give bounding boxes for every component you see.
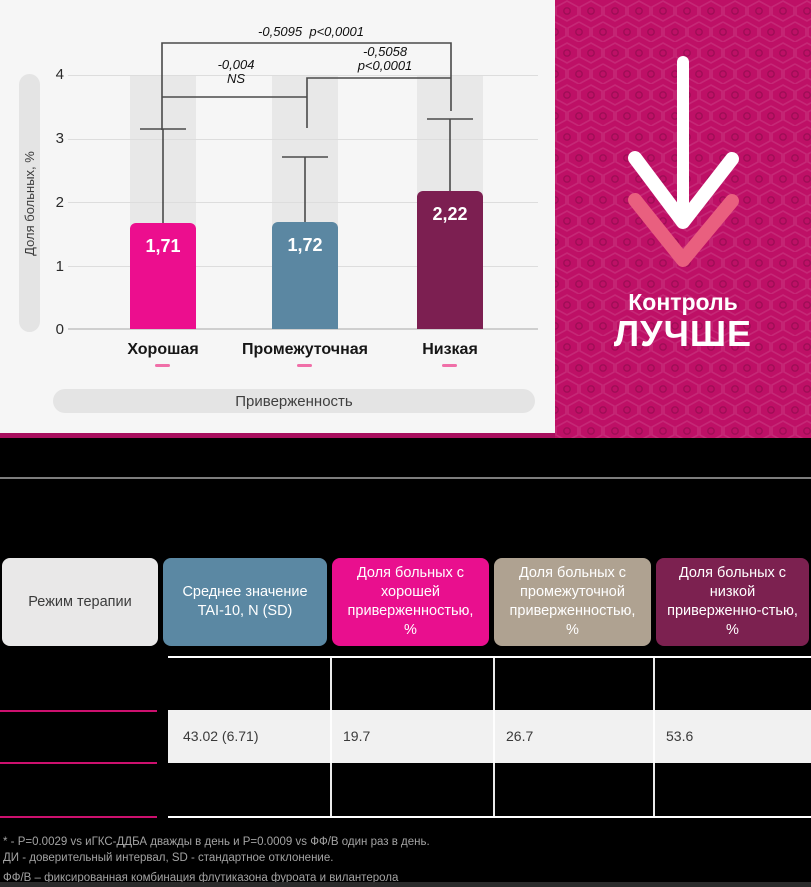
category-underline: [297, 364, 312, 367]
table-column-divider: [493, 656, 495, 818]
y-tick-label: 0: [55, 321, 64, 338]
category-underline: [155, 364, 170, 367]
table-header-good-adherence: Доля больных с хорошей приверженностью, …: [332, 558, 489, 646]
y-tick-label: 1: [55, 258, 64, 275]
control-label: Контроль: [628, 289, 738, 315]
table-bottom-border: [168, 816, 811, 818]
table-header-therapy-regimen: Режим терапии: [2, 558, 158, 646]
row-separator: [0, 762, 157, 764]
gridline-3: [68, 139, 538, 140]
bar-intermediate-adherence: 1,72: [272, 222, 338, 329]
gridline-4: [68, 75, 538, 76]
row-separator: [0, 816, 157, 818]
x-axis-baseline: [68, 328, 538, 330]
cell-intermediate-adherence: 26.7: [506, 728, 534, 744]
x-axis-label-pill: Приверженность: [53, 389, 535, 413]
bottom-strip: [0, 882, 811, 887]
y-tick-label: 3: [55, 130, 64, 147]
significance-label-good-vs-intermediate: -0,004 NS: [217, 57, 255, 87]
y-tick-label: 4: [55, 66, 64, 83]
error-bars-and-brackets: [140, 42, 473, 223]
bar-value-label: 1,72: [287, 235, 323, 255]
cell-mean-tai10: 43.02 (6.71): [183, 728, 259, 744]
y-tick-label: 2: [55, 194, 64, 211]
bar-low-adherence: 2,22: [417, 191, 483, 329]
category-underline: [442, 364, 457, 367]
footnote-pvalues: * - P=0.0029 vs иГКС-ДДБА дважды в день …: [3, 836, 430, 848]
cell-good-adherence: 19.7: [343, 728, 371, 744]
table-column-divider: [653, 656, 655, 818]
cell-low-adherence: 53.6: [666, 728, 694, 744]
y-axis-label-pill: Доля больных, %: [19, 74, 40, 332]
table-header-mean-tai10: Среднее значение TAI-10, N (SD): [163, 558, 327, 646]
control-better-panel: Контроль ЛУЧШЕ: [555, 0, 811, 438]
x-axis-label: Приверженность: [235, 392, 353, 410]
bar-value-label: 1,71: [145, 236, 181, 256]
better-label: ЛУЧШЕ: [613, 313, 753, 354]
bar-chart-panel: 4 3 2 1 0 Доля больных, % 1,71: [0, 0, 557, 433]
table-row: 43.02 (6.71) 19.7 26.7 53.6: [168, 710, 811, 763]
bar-good-adherence: 1,71: [130, 223, 196, 329]
row-separator: [0, 710, 157, 712]
down-arrow-icon: [628, 56, 739, 267]
footnote-ffv-definition: ФФ/В – фиксированная комбинация флутиказ…: [3, 872, 399, 884]
footnote-abbreviations: ДИ - доверительный интервал, SD - станда…: [3, 852, 334, 864]
table-column-divider: [330, 656, 332, 818]
table-header-low-adherence: Доля больных с низкой приверженно-стью, …: [656, 558, 809, 646]
table-header-intermediate-adherence: Доля больных с промежуточной приверженно…: [494, 558, 651, 646]
bar-value-label: 2,22: [432, 204, 468, 224]
significance-label-intermediate-vs-low: -0,5058 p<0,0001: [357, 44, 413, 74]
x-category-intermediate: Промежуточная: [242, 341, 368, 358]
x-category-good: Хорошая: [127, 341, 199, 358]
significance-label-good-vs-low: -0,5095 p<0,0001: [258, 24, 364, 39]
x-category-low: Низкая: [422, 341, 478, 358]
chart-panel-underline: [0, 433, 557, 438]
table-top-border: [168, 656, 811, 658]
gridline-2: [68, 202, 538, 203]
section-divider-line: [0, 477, 811, 479]
